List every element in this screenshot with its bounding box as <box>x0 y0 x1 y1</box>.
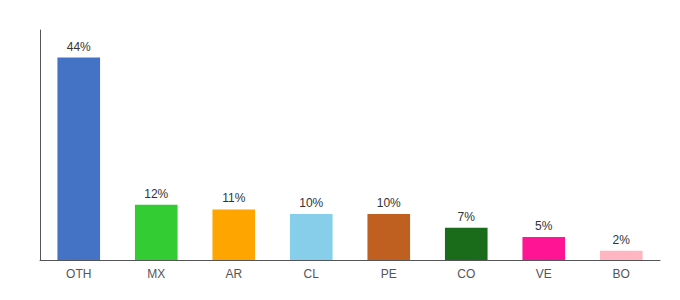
svg-text:BO: BO <box>613 267 630 281</box>
svg-text:MX: MX <box>147 267 165 281</box>
svg-text:5%: 5% <box>535 219 553 233</box>
svg-text:12%: 12% <box>144 187 168 201</box>
svg-text:10%: 10% <box>299 196 323 210</box>
svg-text:11%: 11% <box>222 191 245 205</box>
svg-text:VE: VE <box>536 267 552 281</box>
svg-text:PE: PE <box>381 267 397 281</box>
svg-text:10%: 10% <box>377 196 401 210</box>
svg-text:OTH: OTH <box>66 267 91 281</box>
svg-text:AR: AR <box>225 267 242 281</box>
svg-text:CL: CL <box>304 267 320 281</box>
svg-text:2%: 2% <box>613 233 631 247</box>
svg-text:44%: 44% <box>67 40 91 54</box>
svg-text:7%: 7% <box>458 210 476 224</box>
svg-text:CO: CO <box>457 267 475 281</box>
